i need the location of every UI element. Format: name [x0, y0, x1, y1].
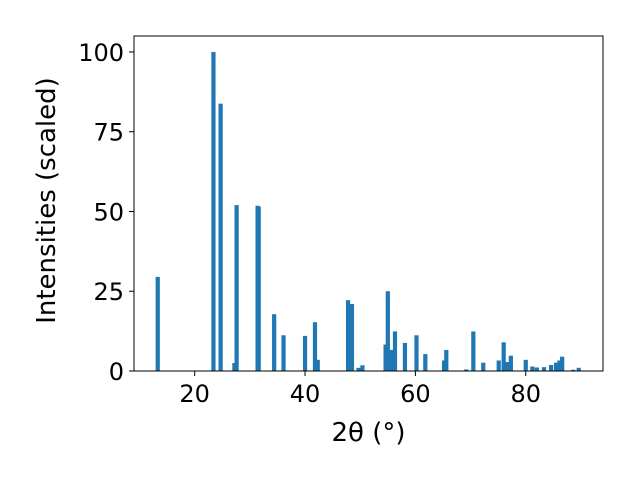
bar — [218, 103, 223, 371]
bar — [383, 344, 388, 371]
bar — [444, 349, 449, 371]
bar — [523, 359, 528, 371]
x-axis-label: 2θ (°) — [331, 418, 405, 448]
bars-group — [155, 51, 581, 371]
bar — [554, 362, 559, 371]
bar — [541, 367, 547, 371]
bar — [211, 51, 216, 371]
bar — [360, 365, 365, 371]
bar — [481, 362, 486, 371]
bar — [508, 355, 513, 371]
bar — [471, 331, 476, 371]
bar — [414, 335, 419, 371]
y-tick-label: 75 — [93, 119, 124, 147]
bar — [392, 331, 398, 371]
ticks-group: 20 40 60 80 0 25 50 75 100 — [78, 39, 541, 408]
bar — [302, 335, 308, 371]
bar — [315, 359, 320, 371]
bar — [232, 363, 237, 371]
bar — [576, 367, 581, 371]
bar — [557, 360, 562, 371]
bar — [345, 300, 351, 371]
y-axis-label: Intensities (scaled) — [32, 77, 62, 324]
bar — [272, 314, 277, 371]
bar — [571, 369, 576, 371]
x-tick-label: 20 — [179, 380, 210, 408]
bar — [234, 205, 239, 371]
bar — [530, 366, 535, 371]
bar — [501, 342, 506, 371]
bar — [389, 349, 394, 371]
bar — [312, 322, 318, 371]
bar — [441, 360, 447, 371]
y-tick-label: 100 — [78, 39, 124, 67]
bar — [496, 360, 501, 371]
bar — [385, 291, 390, 371]
x-tick-label: 60 — [400, 380, 431, 408]
x-tick-label: 40 — [290, 380, 321, 408]
y-tick-label: 25 — [93, 278, 124, 306]
bar — [402, 342, 408, 371]
bar — [534, 367, 539, 371]
bar — [505, 362, 510, 371]
x-tick-label: 80 — [510, 380, 541, 408]
plot-frame — [133, 35, 604, 372]
y-tick-label: 50 — [93, 198, 124, 226]
bar — [549, 364, 554, 371]
bar — [560, 356, 565, 371]
bar — [356, 367, 361, 371]
bar — [256, 206, 261, 371]
bar — [155, 276, 160, 371]
bar — [423, 354, 428, 371]
y-tick-label: 0 — [109, 358, 124, 386]
bar — [281, 335, 286, 371]
bar — [464, 369, 469, 371]
bar — [349, 304, 355, 371]
